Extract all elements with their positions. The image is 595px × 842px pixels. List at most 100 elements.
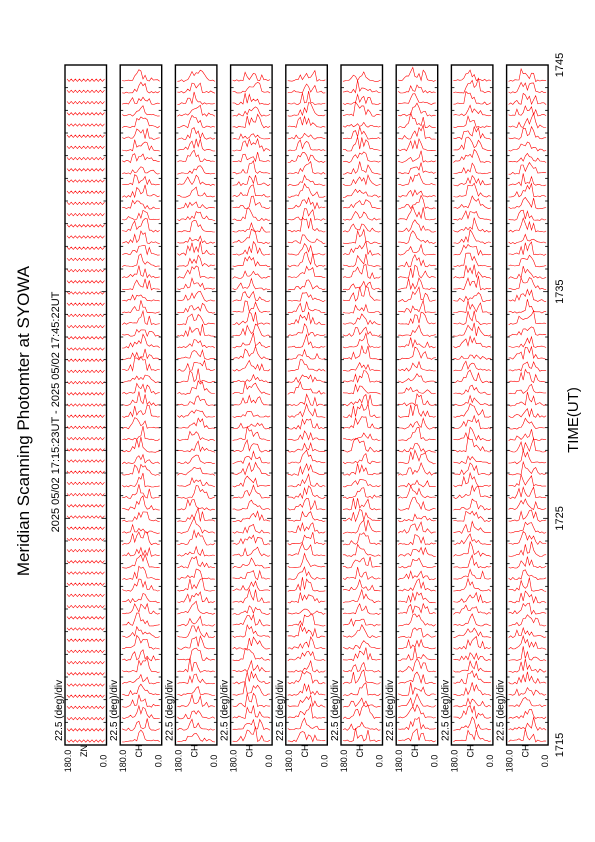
scan-trace xyxy=(121,453,160,465)
scan-trace xyxy=(66,257,105,262)
scan-trace xyxy=(398,442,436,453)
scan-trace xyxy=(398,570,436,581)
scan-trace xyxy=(453,310,491,325)
scan-trace xyxy=(343,136,381,152)
scan-trace xyxy=(342,487,381,500)
scan-trace xyxy=(66,179,105,183)
scan-trace xyxy=(398,189,436,198)
scan-trace xyxy=(342,479,381,488)
scan-trace xyxy=(287,243,326,256)
scan-trace xyxy=(232,71,271,82)
scan-trace xyxy=(177,517,216,534)
scan-trace xyxy=(287,265,326,278)
scan-trace xyxy=(122,437,160,453)
scan-trace xyxy=(177,91,215,105)
scan-trace xyxy=(287,510,326,522)
scan-trace xyxy=(177,685,215,696)
scan-trace xyxy=(177,467,216,476)
scan-trace xyxy=(66,112,105,116)
y-tick-label: 180.0 xyxy=(505,750,515,773)
scan-trace xyxy=(232,113,271,129)
scan-trace xyxy=(398,162,436,175)
scan-trace xyxy=(342,80,381,94)
scan-trace xyxy=(508,626,547,638)
scan-trace xyxy=(508,241,547,256)
scan-trace xyxy=(342,303,381,314)
scan-trace xyxy=(177,454,215,465)
scan-trace xyxy=(342,519,381,534)
scan-trace xyxy=(232,184,271,198)
scan-trace xyxy=(342,361,381,372)
scan-trace xyxy=(398,360,436,372)
scan-trace xyxy=(508,345,547,360)
scan-trace xyxy=(508,141,547,152)
panel-frame xyxy=(64,64,108,746)
scan-trace xyxy=(343,556,381,569)
scan-trace xyxy=(177,694,216,708)
scan-trace xyxy=(287,279,326,291)
scan-trace xyxy=(177,710,216,720)
scan-trace xyxy=(453,403,492,418)
scan-trace xyxy=(342,126,381,140)
scan-trace xyxy=(177,498,215,511)
channel-label: CH xyxy=(465,745,475,758)
scan-trace xyxy=(177,82,216,94)
scan-trace xyxy=(177,409,215,418)
x-axis-title: TIME(UT) xyxy=(565,387,582,453)
scan-trace xyxy=(453,613,492,627)
scan-trace xyxy=(177,417,215,429)
scan-trace xyxy=(453,174,491,187)
scan-trace xyxy=(66,268,105,273)
scan-trace xyxy=(342,704,381,719)
scan-trace xyxy=(122,96,160,105)
scan-trace xyxy=(232,450,271,465)
scan-trace xyxy=(177,545,215,557)
scan-trace xyxy=(398,671,436,684)
channel-label: CH xyxy=(189,745,199,758)
scan-trace xyxy=(508,368,547,383)
scan-trace xyxy=(122,374,160,384)
scan-trace xyxy=(177,235,216,244)
scan-trace xyxy=(232,726,271,743)
scan-trace xyxy=(232,323,271,337)
scan-trace xyxy=(342,264,381,279)
scan-trace xyxy=(508,541,547,557)
y-tick-label: 180.0 xyxy=(229,750,239,773)
scan-trace xyxy=(342,721,381,731)
y-tick-label: 0.0 xyxy=(485,755,495,768)
scan-trace xyxy=(453,414,492,430)
scan-trace xyxy=(177,647,215,661)
scan-trace xyxy=(287,731,326,743)
scan-trace xyxy=(453,540,492,557)
scan-trace xyxy=(453,533,491,546)
scan-trace xyxy=(287,473,326,488)
scan-trace xyxy=(66,145,105,150)
scan-trace xyxy=(66,358,105,362)
channel-panel: 180.0 0.0 CH 22.5 (deg)/div xyxy=(164,64,219,772)
scan-trace xyxy=(287,91,326,106)
scan-trace xyxy=(398,386,436,395)
scan-trace xyxy=(508,335,547,348)
scan-trace xyxy=(232,373,271,383)
scan-trace xyxy=(508,658,547,673)
scan-trace xyxy=(232,332,271,349)
scan-trace xyxy=(232,681,271,696)
scan-trace xyxy=(508,569,547,581)
scan-trace xyxy=(398,264,436,279)
scan-trace xyxy=(508,590,547,604)
scan-trace xyxy=(287,139,326,152)
scan-trace xyxy=(342,313,381,326)
scan-trace xyxy=(66,313,105,318)
scan-trace xyxy=(66,459,105,463)
scan-trace xyxy=(177,290,215,302)
scan-trace xyxy=(287,542,326,557)
scan-trace xyxy=(177,395,216,407)
scan-trace xyxy=(232,499,271,511)
scan-trace xyxy=(232,439,271,453)
scan-trace xyxy=(66,582,105,586)
scan-trace xyxy=(232,300,271,313)
scan-trace xyxy=(453,697,492,708)
scan-trace xyxy=(287,102,326,117)
scan-trace xyxy=(342,345,381,360)
scan-trace xyxy=(287,333,326,349)
